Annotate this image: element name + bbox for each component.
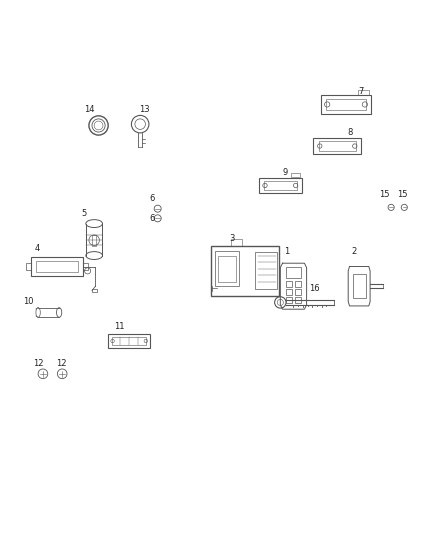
Bar bbox=[326, 99, 366, 110]
Bar bbox=[112, 337, 146, 345]
Text: 3: 3 bbox=[230, 233, 235, 243]
Bar bbox=[295, 281, 301, 287]
Text: 8: 8 bbox=[348, 128, 353, 138]
Bar bbox=[313, 138, 361, 155]
Bar bbox=[358, 90, 369, 95]
Text: 6: 6 bbox=[150, 214, 155, 223]
Bar bbox=[26, 263, 31, 270]
Text: 7: 7 bbox=[358, 87, 364, 96]
Text: 6: 6 bbox=[150, 194, 155, 203]
Text: 10: 10 bbox=[23, 297, 34, 306]
Text: 15: 15 bbox=[397, 190, 407, 199]
Text: 15: 15 bbox=[379, 190, 390, 199]
Text: 11: 11 bbox=[114, 322, 124, 331]
Bar bbox=[218, 255, 236, 282]
Text: 13: 13 bbox=[139, 105, 150, 114]
Bar bbox=[231, 239, 242, 246]
Text: 12: 12 bbox=[33, 359, 44, 368]
Text: 14: 14 bbox=[85, 105, 95, 114]
Text: 4: 4 bbox=[35, 245, 40, 254]
Bar bbox=[291, 173, 300, 177]
Text: 1: 1 bbox=[284, 247, 290, 256]
Bar bbox=[321, 95, 371, 114]
Bar bbox=[295, 289, 301, 295]
Bar bbox=[319, 141, 356, 151]
Bar bbox=[211, 246, 279, 296]
Bar bbox=[286, 289, 292, 295]
Bar bbox=[109, 334, 150, 348]
Bar bbox=[295, 297, 301, 303]
Text: 9: 9 bbox=[282, 168, 287, 177]
Bar bbox=[92, 289, 97, 292]
Bar bbox=[36, 261, 78, 272]
Bar bbox=[92, 235, 96, 246]
Bar bbox=[286, 297, 292, 303]
Text: 5: 5 bbox=[81, 209, 87, 219]
Bar bbox=[286, 281, 292, 287]
Bar bbox=[259, 178, 302, 193]
Bar bbox=[255, 252, 277, 289]
Bar bbox=[286, 266, 301, 278]
Bar bbox=[215, 251, 239, 286]
Bar bbox=[264, 181, 297, 190]
Text: 12: 12 bbox=[56, 359, 67, 368]
Bar bbox=[31, 257, 83, 276]
Text: 2: 2 bbox=[351, 247, 357, 256]
Bar bbox=[83, 263, 88, 270]
Bar bbox=[353, 274, 366, 298]
Text: 16: 16 bbox=[309, 284, 320, 293]
